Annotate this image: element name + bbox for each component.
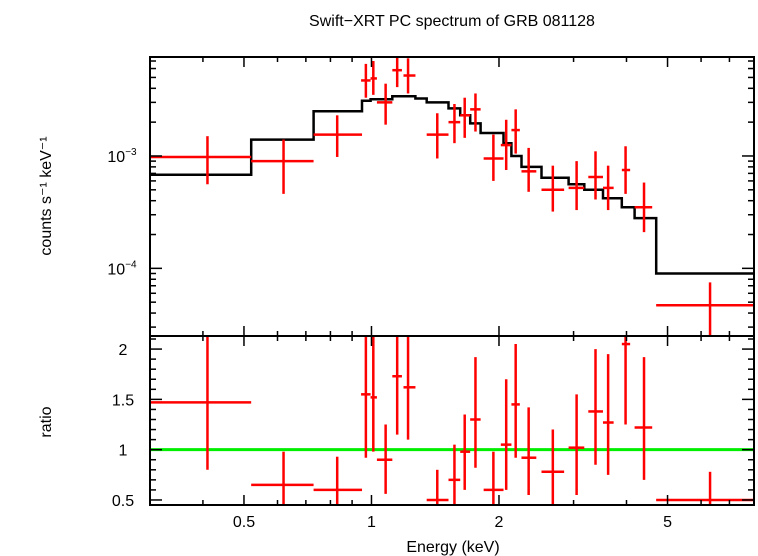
spectrum-point xyxy=(361,63,371,98)
ratio-point xyxy=(251,451,314,505)
x-tick-label: 5 xyxy=(663,514,672,531)
spectrum-point xyxy=(150,136,252,185)
y-axis-label-ratio: ratio xyxy=(38,406,55,437)
ratio-y-tick-label: 2 xyxy=(119,342,128,359)
ratio-point xyxy=(602,354,614,475)
ratio-point xyxy=(361,336,371,458)
spectrum-point xyxy=(634,182,653,233)
ratio-point xyxy=(521,407,537,495)
spectrum-point xyxy=(521,147,537,192)
spectrum-point xyxy=(500,119,512,171)
ratio-point xyxy=(500,379,512,490)
ratio-y-tick-label: 1.5 xyxy=(112,392,134,409)
ratio-point xyxy=(392,336,402,435)
x-tick-label: 0.5 xyxy=(233,514,255,531)
spectrum-point xyxy=(313,115,363,157)
y-tick-label-1e-3: 10−3 xyxy=(107,147,137,166)
spectrum-point xyxy=(568,161,585,211)
ratio-point xyxy=(426,469,449,505)
ratio-y-tick-label: 1 xyxy=(119,443,128,460)
spectrum-point xyxy=(602,165,614,211)
x-tick-labels: 0.5 1 2 5 xyxy=(233,514,672,531)
ratio-point xyxy=(621,336,631,425)
spectrum-point xyxy=(392,57,402,88)
ratio-point xyxy=(403,336,416,440)
spectrum-point xyxy=(448,104,461,144)
spectrum-point xyxy=(376,83,393,125)
chart-title: Swift−XRT PC spectrum of GRB 081128 xyxy=(309,13,595,30)
spectrum-panel: 10−3 10−4 counts s⁻¹ keV⁻¹ xyxy=(38,56,755,337)
ratio-point xyxy=(313,456,363,505)
spectrum-point xyxy=(621,146,631,194)
ratio-point xyxy=(511,344,520,458)
ratio-point xyxy=(460,414,471,490)
spectrum-data-points xyxy=(150,57,754,336)
ratio-point xyxy=(470,357,481,468)
x-tick-label: 1 xyxy=(367,514,376,531)
spectrum-point xyxy=(483,134,504,181)
ratio-point xyxy=(656,471,754,505)
ratio-panel: 0.5 1 1.5 2 0.5 1 2 5 ratio xyxy=(38,335,755,531)
spectrum-point xyxy=(511,109,520,154)
spectrum-point xyxy=(251,139,314,194)
ratio-point xyxy=(483,451,504,505)
spectrum-point xyxy=(588,151,603,200)
x-axis-label: Energy (keV) xyxy=(406,539,499,556)
model-step-line xyxy=(150,95,754,275)
spectrum-point xyxy=(470,93,481,132)
y-axis-label-counts: counts s⁻¹ keV⁻¹ xyxy=(38,136,55,255)
ratio-point xyxy=(376,424,393,494)
spectrum-point xyxy=(370,61,377,95)
spectrum-point xyxy=(656,282,754,336)
spectrum-point xyxy=(541,165,565,212)
ratio-point xyxy=(568,394,585,495)
x-tick-label: 2 xyxy=(495,514,504,531)
spectrum-point xyxy=(460,97,471,138)
ratio-point xyxy=(150,336,252,470)
ratio-point xyxy=(541,429,565,505)
ratio-frame xyxy=(149,335,755,506)
ratio-point xyxy=(448,444,461,505)
spectrum-point xyxy=(403,58,416,94)
ratio-point xyxy=(588,349,603,465)
ratio-point xyxy=(370,336,377,452)
ratio-point xyxy=(634,357,653,480)
spectrum-point xyxy=(426,113,449,159)
y-tick-label-1e-4: 10−4 xyxy=(107,259,137,278)
ratio-y-tick-label: 0.5 xyxy=(112,493,134,510)
ratio-data-points xyxy=(150,336,754,505)
ratio-y-tick-labels: 0.5 1 1.5 2 xyxy=(112,342,134,510)
model-curve xyxy=(150,95,754,275)
